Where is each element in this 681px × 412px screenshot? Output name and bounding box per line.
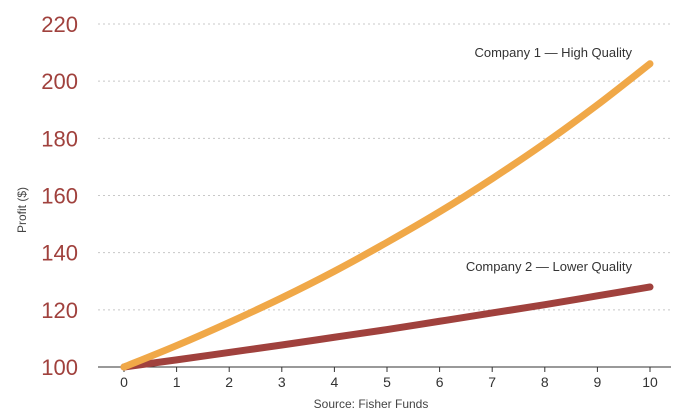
grid-lines bbox=[98, 23, 671, 311]
y-tick-label: 160 bbox=[41, 184, 78, 209]
x-tick-label: 3 bbox=[278, 374, 286, 390]
x-tick-label: 10 bbox=[642, 374, 658, 390]
x-tick-label: 5 bbox=[383, 374, 391, 390]
x-tick-label: 2 bbox=[225, 374, 233, 390]
x-tick-label: 7 bbox=[488, 374, 496, 390]
x-axis-title: Source: Fisher Funds bbox=[314, 397, 429, 411]
y-tick-label: 120 bbox=[41, 298, 78, 323]
x-tick-label: 0 bbox=[120, 374, 128, 390]
y-tick-label: 180 bbox=[41, 126, 78, 151]
y-axis-title: Profit ($) bbox=[15, 187, 29, 233]
series-line-company-1 bbox=[120, 60, 654, 371]
x-tick-label: 8 bbox=[541, 374, 549, 390]
series-label-company-2: Company 2 — Lower Quality bbox=[466, 259, 633, 274]
series-label-company-1: Company 1 — High Quality bbox=[474, 45, 632, 60]
y-tick-label: 100 bbox=[41, 355, 78, 380]
series-line-company-2 bbox=[120, 283, 654, 371]
series-lines bbox=[120, 60, 654, 371]
x-tick-label: 4 bbox=[331, 374, 339, 390]
y-tick-label: 220 bbox=[41, 12, 78, 37]
x-tick-label: 6 bbox=[436, 374, 444, 390]
x-axis-ticks: 0 1 2 3 4 5 6 7 8 9 10 bbox=[120, 367, 658, 390]
y-tick-label: 140 bbox=[41, 241, 78, 266]
x-tick-label: 9 bbox=[594, 374, 602, 390]
y-axis-ticks: 100 120 140 160 180 200 220 bbox=[41, 12, 78, 380]
y-tick-label: 200 bbox=[41, 69, 78, 94]
x-tick-label: 1 bbox=[173, 374, 181, 390]
